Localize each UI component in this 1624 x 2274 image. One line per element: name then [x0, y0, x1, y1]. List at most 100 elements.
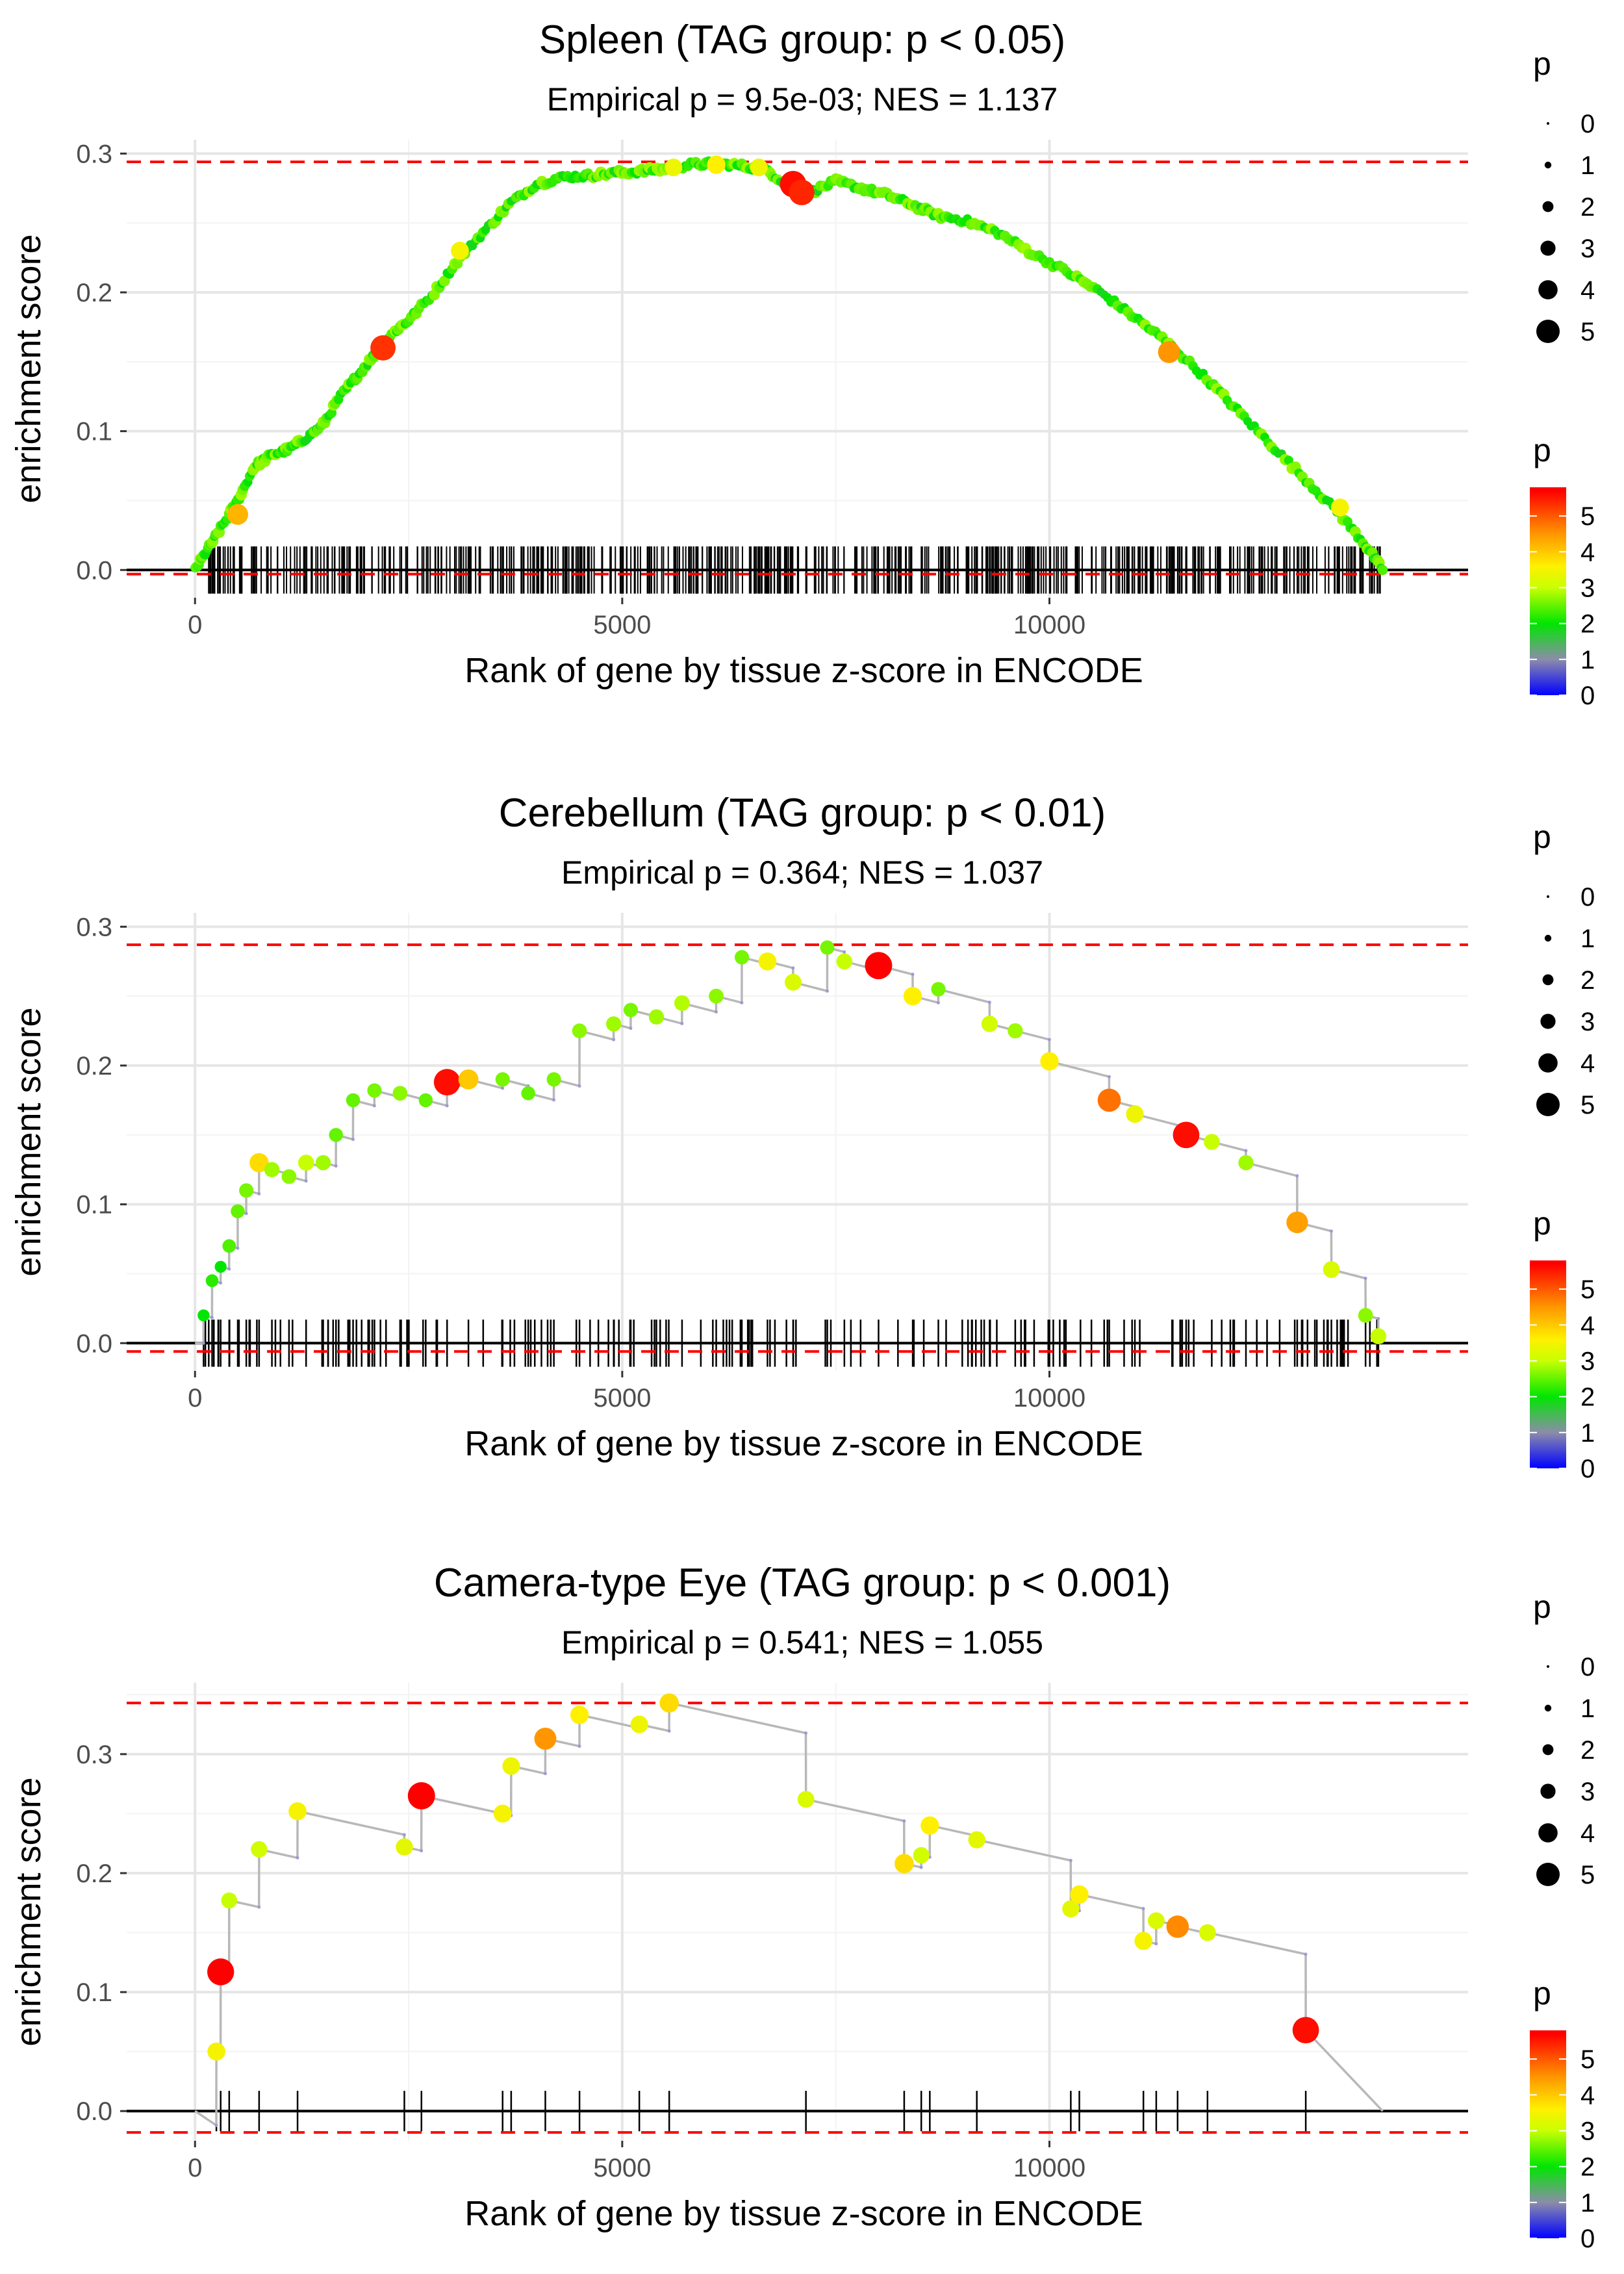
hit-point: [493, 1804, 512, 1823]
hit-point: [546, 1072, 561, 1087]
miss-point: [1304, 1952, 1308, 1956]
colorbar-label: 3: [1580, 574, 1595, 602]
size-legend-key: [1538, 1823, 1558, 1843]
size-legend-label: 2: [1580, 966, 1595, 995]
hit-point: [495, 1072, 510, 1087]
hit-point: [451, 242, 469, 260]
hit-point: [1292, 2017, 1319, 2044]
miss-point: [843, 950, 846, 954]
hit-point: [1173, 1121, 1200, 1149]
miss-point: [667, 1729, 671, 1733]
miss-point: [501, 1086, 505, 1090]
enrichment-curve: [195, 940, 1387, 1345]
miss-point: [445, 1104, 449, 1108]
miss-point: [1141, 1907, 1145, 1911]
hit-point: [931, 982, 946, 997]
size-legend-label: 1: [1580, 1694, 1595, 1723]
hit-point: [674, 995, 690, 1011]
colorbar-label: 1: [1580, 2189, 1595, 2217]
hit-point: [734, 950, 750, 965]
miss-point: [791, 966, 795, 970]
hit-point: [288, 1802, 307, 1820]
size-legend-label: 0: [1580, 1653, 1595, 1681]
size-legend-key: [1544, 161, 1552, 169]
enrichment-curve: [194, 1693, 1384, 2128]
hit-point: [438, 275, 450, 287]
size-legend-key: [1542, 974, 1554, 986]
chart-panel-3: Camera-type Eye (TAG group: p < 0.001) Em…: [9, 1561, 1595, 2253]
miss-point: [334, 1164, 338, 1168]
hit-point: [367, 1083, 382, 1098]
hit-point: [329, 1128, 343, 1142]
hit-point: [231, 1204, 245, 1219]
hit-point: [709, 988, 724, 1004]
x-tick-label: 5000: [593, 1384, 651, 1412]
hit-point: [249, 1153, 269, 1173]
miss-point: [987, 1001, 991, 1004]
y-tick-label: 0.2: [76, 1859, 112, 1888]
grid: [127, 1683, 1468, 2141]
hit-point: [1358, 1308, 1373, 1323]
hit-point: [707, 155, 726, 174]
hit-point: [315, 1155, 331, 1171]
hit-point: [534, 1728, 557, 1750]
hit-point: [913, 1846, 930, 1864]
hit-point: [920, 1816, 939, 1835]
miss-point: [902, 1819, 906, 1823]
size-legend-key: [1542, 201, 1554, 212]
size-legend-label: 1: [1580, 151, 1595, 180]
size-legend-key: [1536, 320, 1560, 343]
y-axis-title: enrichment score: [9, 1007, 48, 1276]
hit-point: [1040, 1052, 1059, 1071]
miss-point: [714, 1010, 718, 1014]
hit-point: [750, 159, 768, 177]
miss-point: [227, 1267, 231, 1271]
y-tick-label: 0.0: [76, 2097, 112, 2126]
colorbar-label: 5: [1580, 2045, 1595, 2074]
hit-point: [214, 1260, 227, 1273]
es-path: [194, 1701, 1384, 2128]
miss-point: [210, 1316, 214, 1320]
chart-title: Spleen (TAG group: p < 0.05): [539, 18, 1065, 62]
color-legend: p 0 1 2 3 4 5: [1530, 1205, 1595, 1483]
hit-point: [433, 1069, 461, 1095]
x-tick-label: 5000: [593, 2154, 651, 2182]
size-legend-title: p: [1533, 45, 1551, 82]
miss-point: [244, 1212, 248, 1216]
size-legend-key: [1540, 1783, 1556, 1799]
x-tick-label: 5000: [593, 611, 651, 639]
color-legend-title: p: [1533, 1205, 1551, 1242]
miss-point: [1154, 1942, 1158, 1946]
colorbar-label: 3: [1580, 1347, 1595, 1375]
colorbar-label: 1: [1580, 1419, 1595, 1448]
colorbar-label: 0: [1580, 1455, 1595, 1483]
grid: [127, 913, 1468, 1371]
size-legend-key: [1536, 1093, 1560, 1116]
size-legend-key: [1544, 934, 1552, 942]
miss-point: [612, 1038, 616, 1041]
hit-point: [407, 1782, 435, 1809]
colorbar-label: 2: [1580, 610, 1595, 639]
y-tick-label: 0.3: [76, 1741, 112, 1769]
miss-point: [740, 1001, 744, 1004]
size-legend-label: 3: [1580, 1778, 1595, 1806]
x-tick-label: 10000: [1013, 1384, 1085, 1412]
x-axis-title: Rank of gene by tissue z-score in ENCODE: [464, 1424, 1143, 1463]
hit-point: [264, 1162, 280, 1177]
hit-point: [758, 952, 777, 971]
hit-point: [785, 973, 802, 991]
size-legend-key: [1540, 1014, 1556, 1029]
y-axis-title: enrichment score: [9, 234, 48, 503]
size-legend-label: 4: [1580, 276, 1595, 305]
chart-title: Cerebellum (TAG group: p < 0.01): [499, 791, 1106, 836]
size-legend-key: [1538, 1053, 1558, 1073]
hit-point: [222, 1239, 236, 1253]
hit-point: [1126, 1105, 1144, 1123]
size-legend-key: [1538, 280, 1558, 300]
hit-point: [1166, 1915, 1189, 1938]
size-legend: p 0 1 2 3 4 5: [1533, 45, 1595, 346]
size-legend-key: [1540, 240, 1556, 256]
miss-point: [577, 1084, 581, 1088]
hit-point: [968, 1831, 985, 1848]
miss-point: [201, 1341, 205, 1345]
